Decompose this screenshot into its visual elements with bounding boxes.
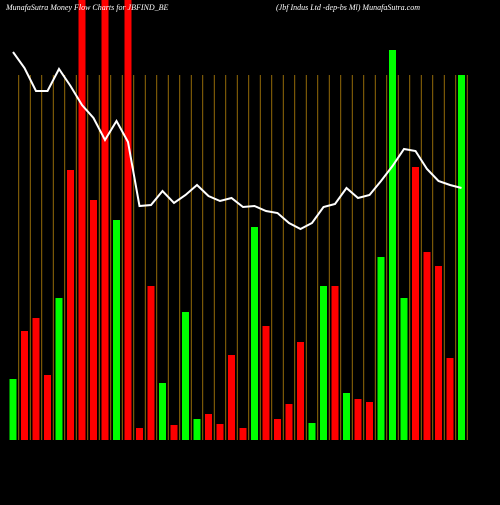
bar xyxy=(285,404,293,440)
bar xyxy=(297,342,304,440)
bar xyxy=(32,318,40,440)
bar xyxy=(124,0,132,440)
bar xyxy=(354,399,362,440)
bar xyxy=(274,419,281,440)
bar xyxy=(90,200,97,440)
bar xyxy=(435,266,442,440)
bar xyxy=(78,0,86,440)
bar xyxy=(423,252,431,440)
bar xyxy=(446,358,454,440)
grid xyxy=(18,75,468,440)
bar xyxy=(136,428,143,440)
bar xyxy=(331,286,339,440)
bar xyxy=(308,423,316,440)
bar xyxy=(228,355,235,440)
chart-subtitle: (Jbf Indus Ltd -dep-bs Ml) MunafaSutra.c… xyxy=(276,3,420,12)
bar xyxy=(44,375,51,440)
bar xyxy=(159,383,166,440)
chart-title: MunafaSutra Money Flow Charts for JBFIND… xyxy=(5,3,169,12)
lines xyxy=(12,51,462,231)
bar xyxy=(147,286,155,440)
bar xyxy=(113,220,120,440)
bar xyxy=(377,257,385,440)
bar xyxy=(343,393,350,440)
bar xyxy=(170,425,178,440)
bar xyxy=(412,167,419,440)
bar xyxy=(458,75,465,440)
bar xyxy=(239,428,247,440)
bars xyxy=(9,0,465,440)
bar xyxy=(101,0,109,440)
bar xyxy=(366,402,373,440)
bar xyxy=(262,326,270,440)
bar xyxy=(205,414,212,440)
bar xyxy=(400,298,408,440)
bar xyxy=(193,419,201,440)
bar xyxy=(251,227,258,440)
bar xyxy=(216,424,224,440)
bar xyxy=(21,331,28,440)
bar xyxy=(320,286,327,440)
price-line xyxy=(12,51,462,231)
bar xyxy=(9,379,17,440)
bar xyxy=(182,312,189,440)
bar xyxy=(67,170,74,440)
bar xyxy=(55,298,63,440)
bar xyxy=(389,50,396,440)
